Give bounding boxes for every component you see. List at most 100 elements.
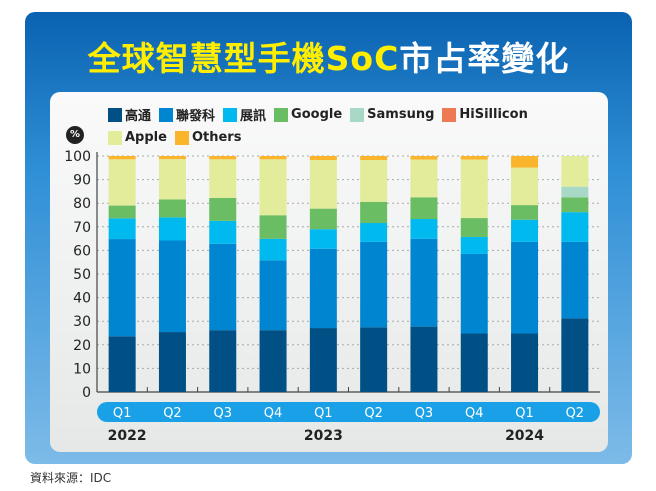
legend-label: Apple — [125, 130, 167, 145]
bar-segment-Apple — [460, 159, 488, 219]
bar-segment-展訊 — [158, 217, 186, 241]
bar-segment-Others — [360, 156, 388, 161]
bar-segment-Apple — [511, 167, 539, 206]
bar-segment-聯發科 — [259, 260, 287, 331]
y-axis-unit: % — [66, 126, 84, 144]
legend-label: 展訊 — [240, 109, 267, 124]
bar-segment-高通 — [511, 333, 539, 392]
bar-segment-Google — [410, 197, 438, 220]
bar-segment-聯發科 — [561, 241, 589, 319]
bar-segment-聯發科 — [410, 238, 438, 327]
bar-segment-Apple — [158, 159, 186, 200]
bar-segment-高通 — [360, 327, 388, 392]
legend-swatch — [159, 107, 174, 122]
legend-label: 聯發科 — [176, 109, 216, 124]
bar-segment-展訊 — [108, 218, 136, 240]
bar-segment-Apple — [209, 159, 237, 199]
chart-title: 全球智慧型手機SoC市占率變化 — [87, 39, 570, 78]
y-tick-label: 100 — [64, 149, 91, 165]
y-tick-label: 10 — [73, 361, 91, 377]
bar-segment-聯發科 — [460, 253, 488, 334]
bar-segment-展訊 — [561, 212, 589, 242]
bar-segment-Others — [511, 156, 539, 168]
bar-segment-Others — [158, 156, 186, 160]
bar-segment-Samsung — [561, 186, 589, 198]
legend-label: 高通 — [125, 109, 152, 124]
bar-segment-Apple — [360, 160, 388, 202]
bar-segment-高通 — [209, 330, 237, 392]
bar-segment-聯發科 — [108, 239, 136, 337]
bar-segment-Others — [410, 156, 438, 160]
legend-label: Google — [291, 107, 343, 122]
quarter-band — [97, 402, 600, 422]
source-note: 資料來源：IDC — [30, 471, 112, 485]
bar-segment-高通 — [309, 328, 337, 392]
legend-item: Google — [274, 105, 342, 124]
y-tick-label: 30 — [73, 314, 91, 330]
y-tick-label: 50 — [73, 267, 91, 283]
x-tick-label: Q4 — [264, 406, 283, 421]
x-tick-label: Q1 — [314, 406, 333, 421]
x-tick-label: Q1 — [113, 406, 132, 421]
bar-segment-Apple — [309, 160, 337, 209]
bar-segment-展訊 — [309, 229, 337, 249]
y-tick-label: 0 — [82, 385, 91, 401]
bar-segment-聯發科 — [158, 240, 186, 333]
legend-item: Samsung — [350, 105, 434, 124]
bar-segment-Google — [561, 197, 589, 213]
x-tick-label: Q4 — [465, 406, 484, 421]
y-tick-label: 40 — [73, 291, 91, 307]
bar-segment-聯發科 — [209, 243, 237, 331]
bar-segment-Apple — [410, 159, 438, 198]
legend-swatch — [108, 107, 122, 122]
bar-segment-Google — [460, 218, 488, 237]
bar-segment-展訊 — [511, 219, 539, 242]
bar-segment-Others — [460, 156, 488, 160]
legend-label: Samsung — [367, 107, 435, 122]
y-tick-label: 80 — [73, 196, 91, 212]
legend-label: HiSillicon — [459, 107, 528, 122]
bar-segment-Others — [108, 156, 136, 160]
legend-item: 高通 — [108, 105, 151, 124]
bar-segment-Apple — [561, 156, 589, 187]
legend-swatch — [350, 107, 365, 122]
bar-segment-Others — [209, 156, 237, 160]
bar-segment-高通 — [460, 333, 488, 392]
legend-item: 聯發科 — [159, 105, 215, 124]
legend-item: Apple — [108, 130, 167, 145]
bar-segment-Apple — [108, 159, 136, 206]
x-tick-label: Q1 — [515, 406, 534, 421]
legend-swatch — [223, 107, 238, 122]
bar-segment-Google — [209, 198, 237, 221]
bar-segment-展訊 — [209, 220, 237, 244]
y-tick-label: 20 — [73, 338, 91, 354]
bar-segment-Google — [360, 201, 388, 224]
year-label: 2023 — [304, 428, 343, 444]
legend-swatch — [108, 130, 122, 145]
bar-segment-高通 — [410, 326, 438, 392]
bar-segment-Google — [309, 208, 337, 230]
y-tick-label: 60 — [73, 243, 91, 259]
x-tick-label: Q2 — [364, 406, 383, 421]
bar-segment-聯發科 — [309, 248, 337, 329]
legend-item: Others — [174, 130, 241, 145]
year-label: 2022 — [108, 428, 147, 444]
bar-segment-展訊 — [259, 238, 287, 261]
bar-segment-Google — [108, 205, 136, 219]
legend-swatch — [274, 107, 289, 122]
bar-segment-展訊 — [460, 236, 488, 254]
legend-swatch — [174, 130, 189, 145]
bar-segment-Google — [158, 199, 186, 218]
bar-segment-高通 — [108, 336, 136, 392]
bar-segment-Others — [259, 156, 287, 160]
x-tick-label: Q3 — [213, 406, 232, 421]
legend-item: 展訊 — [223, 105, 266, 124]
bar-segment-Google — [511, 205, 539, 220]
legend-item: HiSillicon — [442, 105, 528, 124]
bar-segment-高通 — [158, 332, 186, 392]
bar-segment-聯發科 — [360, 241, 388, 328]
y-tick-label: 90 — [73, 173, 91, 189]
x-tick-label: Q2 — [566, 406, 585, 421]
year-label: 2024 — [505, 428, 544, 444]
